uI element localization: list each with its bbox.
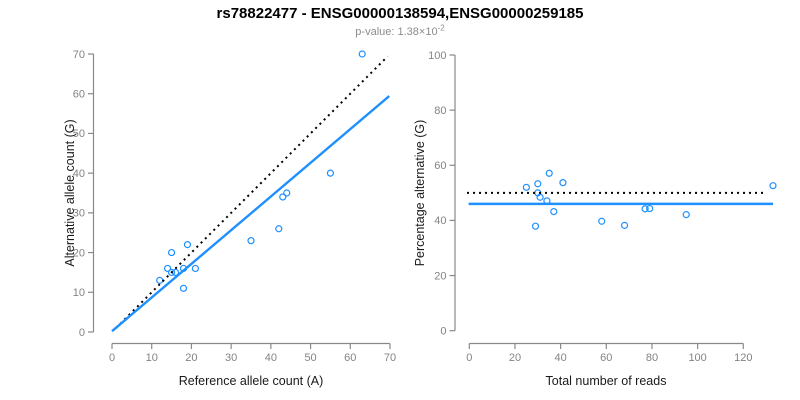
x-tick-label: 40 (265, 352, 277, 364)
right-chart-percentage: 0 20 40 60 80 100 0 20 40 60 80 100 120 (428, 50, 777, 364)
x-tick-label: 30 (225, 352, 237, 364)
right-yaxis-label: Percentage alternative (G) (413, 119, 427, 267)
regression-line (111, 95, 390, 333)
pvalue-exponent: -2 (437, 23, 445, 33)
data-point (156, 276, 164, 284)
x-tick-label: 0 (109, 352, 115, 364)
data-point (545, 169, 553, 177)
data-point (769, 182, 777, 190)
left-xaxis-label: Reference allele count (A) (178, 374, 324, 388)
data-point (550, 207, 558, 216)
x-tick-label: 60 (600, 352, 612, 364)
data-point (191, 264, 199, 273)
data-point (531, 222, 540, 230)
y-tick-label: 40 (73, 168, 85, 180)
data-point (682, 211, 690, 219)
y-tick-label: 10 (73, 287, 85, 299)
x-tick-label: 10 (146, 352, 158, 364)
x-tick-label: 50 (304, 352, 316, 364)
data-point (275, 225, 283, 233)
x-tick-label: 80 (646, 352, 658, 364)
y-tick-label: 50 (73, 128, 85, 140)
x-tick-label: 20 (185, 352, 197, 364)
data-point (279, 193, 287, 201)
y-tick-label: 60 (434, 160, 446, 172)
right-xaxis-label: Total number of reads (545, 374, 667, 388)
y-tick-label: 70 (73, 49, 85, 61)
data-point (559, 179, 567, 187)
data-point (283, 189, 291, 197)
data-point (183, 241, 192, 249)
data-point (641, 205, 649, 213)
data-point (646, 204, 654, 213)
data-point (163, 264, 172, 273)
y-tick-label: 80 (434, 105, 446, 117)
left-chart-allele-counts: 0 10 20 30 40 50 60 70 0 10 20 30 40 50 60 70 (73, 49, 396, 364)
left-yaxis-label: Alternative allele count (G) (63, 119, 77, 267)
data-point (179, 284, 188, 292)
data-point (358, 50, 366, 58)
data-point (326, 169, 335, 177)
y-tick-label: 40 (434, 215, 446, 227)
x-tick-label: 0 (466, 352, 472, 364)
x-tick-label: 70 (384, 352, 396, 364)
data-point (167, 248, 176, 257)
data-point (598, 217, 606, 225)
x-tick-label: 120 (734, 352, 752, 364)
y-tick-label: 30 (73, 208, 85, 220)
x-tick-label: 20 (509, 352, 521, 364)
x-tick-label: 100 (688, 352, 706, 364)
data-point (620, 221, 629, 229)
data-point (522, 183, 530, 191)
y-tick-label: 100 (428, 50, 446, 62)
pvalue-text: p-value: 1.38×10 (355, 26, 438, 38)
x-tick-label: 40 (555, 352, 567, 364)
data-point (247, 237, 255, 245)
data-point (534, 180, 542, 188)
figure-subtitle: p-value: 1.38×10-2 (0, 23, 800, 38)
data-point (167, 268, 176, 277)
y-tick-label: 60 (73, 89, 85, 101)
y-tick-label: 20 (434, 270, 446, 282)
x-tick-label: 60 (344, 352, 356, 364)
y-tick-label: 20 (73, 247, 85, 259)
figure-title: rs78822477 - ENSG00000138594,ENSG0000025… (216, 5, 584, 22)
y-tick-label: 0 (440, 326, 446, 338)
y-tick-label: 0 (79, 327, 85, 339)
identity-line (115, 55, 389, 329)
